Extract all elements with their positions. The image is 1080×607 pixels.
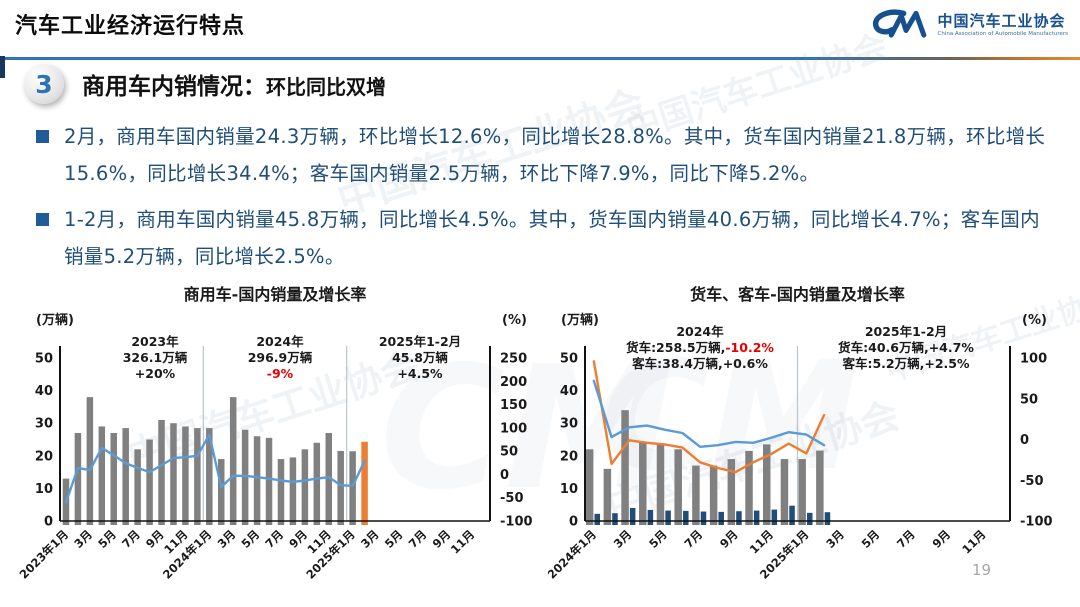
svg-text:-9%: -9% — [267, 366, 294, 381]
svg-text:250: 250 — [500, 352, 527, 367]
charts-row: 0 10 20 30 40 50 -100 -50 0 50 100 150 200 250 2023年1月… — [0, 282, 1080, 607]
section-heading-main: 商用车内销情况： — [82, 74, 266, 100]
logo-name-en: China Association of Automobile Manufact… — [937, 31, 1068, 38]
svg-text:商用车-国内销量及增长率: 商用车-国内销量及增长率 — [184, 286, 367, 304]
svg-text:326.1万辆: 326.1万辆 — [123, 350, 188, 365]
svg-text:-100: -100 — [1020, 515, 1053, 530]
bullet-item: 1-2月，商用车国内销量45.8万辆，同比增长4.5%。其中，货车国内销量40.… — [36, 201, 1050, 276]
svg-text:7月: 7月 — [119, 527, 143, 551]
caam-logo: 中国汽车工业协会 China Association of Automobile… — [868, 6, 1068, 44]
svg-text:客车:5.2万辆,+2.5%: 客车:5.2万辆,+2.5% — [841, 356, 970, 371]
svg-text:7月: 7月 — [262, 527, 286, 551]
svg-text:5月: 5月 — [382, 527, 406, 551]
page-number: 19 — [972, 561, 992, 579]
svg-text:3月: 3月 — [823, 527, 847, 551]
bullet-square-icon — [36, 212, 49, 226]
svg-text:7月: 7月 — [682, 527, 706, 551]
svg-text:-100: -100 — [500, 515, 533, 530]
page-title: 汽车工业经济运行特点 — [15, 14, 246, 39]
svg-text:2023年: 2023年 — [131, 334, 179, 349]
svg-text:+4.5%: +4.5% — [397, 366, 443, 381]
svg-text:2024年1月: 2024年1月 — [548, 527, 599, 581]
svg-text:7月: 7月 — [894, 527, 918, 551]
svg-text:3月: 3月 — [71, 527, 95, 551]
left-edge-accent — [0, 56, 5, 78]
svg-text:9月: 9月 — [929, 527, 953, 551]
svg-text:(%): (%) — [1022, 313, 1047, 328]
svg-text:100: 100 — [1020, 352, 1047, 367]
svg-text:-50: -50 — [1020, 474, 1044, 489]
svg-text:7月: 7月 — [406, 527, 430, 551]
svg-text:2023年1月: 2023年1月 — [18, 527, 71, 581]
bullet-square-icon — [36, 130, 49, 143]
caam-logo-mark-icon — [872, 9, 926, 38]
svg-text:货车:40.6万辆,+4.7%: 货车:40.6万辆,+4.7% — [838, 340, 974, 355]
svg-text:11月: 11月 — [448, 527, 477, 556]
svg-text:50: 50 — [1020, 392, 1038, 407]
svg-text:10: 10 — [35, 482, 53, 497]
section-heading-row: 3 商用车内销情况：环比同比双增 — [24, 64, 386, 104]
svg-text:2025年1-2月: 2025年1-2月 — [379, 334, 461, 349]
svg-text:40: 40 — [560, 384, 578, 399]
svg-text:货车:258.5万辆,-10.2%: 货车:258.5万辆,-10.2% — [626, 340, 774, 355]
svg-text:3月: 3月 — [611, 527, 635, 551]
svg-text:0: 0 — [1020, 433, 1029, 448]
bullet-list: 2月，商用车国内销量24.3万辆，环比增长12.6%，同比增长28.8%。其中，… — [36, 118, 1050, 284]
svg-text:2024年: 2024年 — [256, 334, 304, 349]
svg-text:3月: 3月 — [358, 527, 382, 551]
svg-text:3月: 3月 — [215, 527, 239, 551]
svg-text:5月: 5月 — [859, 527, 883, 551]
svg-text:200: 200 — [500, 375, 527, 390]
svg-text:+20%: +20% — [135, 366, 176, 381]
svg-text:2024年: 2024年 — [676, 324, 724, 339]
svg-text:40: 40 — [35, 384, 53, 399]
section-subheading: 环比同比双增 — [266, 75, 386, 99]
bullet-text: 1-2月，商用车国内销量45.8万辆，同比增长4.5%。其中，货车国内销量40.… — [64, 207, 1040, 269]
svg-text:50: 50 — [35, 352, 53, 367]
svg-text:50: 50 — [560, 352, 578, 367]
svg-text:11月: 11月 — [959, 527, 988, 556]
svg-text:0: 0 — [569, 515, 578, 530]
svg-text:5月: 5月 — [239, 527, 263, 551]
svg-text:45.8万辆: 45.8万辆 — [392, 350, 448, 365]
commercial-vehicle-sales-chart: 0 10 20 30 40 50 -100 -50 0 50 100 150 200 250 2023年1月… — [18, 286, 533, 582]
svg-text:296.9万辆: 296.9万辆 — [248, 350, 313, 365]
svg-text:20: 20 — [560, 449, 578, 464]
svg-text:货车、客车-国内销量及增长率: 货车、客车-国内销量及增长率 — [690, 286, 905, 304]
svg-text:30: 30 — [35, 417, 53, 432]
svg-text:10: 10 — [560, 482, 578, 497]
svg-text:11月: 11月 — [747, 527, 776, 556]
svg-text:150: 150 — [500, 398, 527, 413]
svg-text:(万辆): (万辆) — [36, 312, 74, 328]
svg-text:客车:38.4万辆,+0.6%: 客车:38.4万辆,+0.6% — [631, 356, 768, 371]
svg-text:0: 0 — [44, 515, 53, 530]
svg-text:(%): (%) — [502, 313, 527, 328]
svg-text:9月: 9月 — [717, 527, 741, 551]
section-number-badge: 3 — [24, 64, 64, 104]
bullet-text: 2月，商用车国内销量24.3万辆，环比增长12.6%，同比增长28.8%。其中，… — [64, 125, 1046, 186]
svg-text:(万辆): (万辆) — [561, 312, 599, 328]
section-heading: 商用车内销情况：环比同比双增 — [82, 67, 386, 101]
svg-text:30: 30 — [560, 417, 578, 432]
logo-name-cn: 中国汽车工业协会 — [937, 11, 1066, 30]
svg-text:0: 0 — [500, 468, 509, 483]
svg-text:50: 50 — [500, 445, 518, 460]
svg-text:20: 20 — [35, 449, 53, 464]
svg-text:100: 100 — [500, 421, 527, 436]
bullet-item: 2月，商用车国内销量24.3万辆，环比增长12.6%，同比增长28.8%。其中，… — [36, 118, 1050, 193]
svg-text:2025年1-2月: 2025年1-2月 — [865, 324, 947, 339]
svg-text:-50: -50 — [500, 491, 524, 506]
title-divider — [0, 57, 1080, 60]
svg-text:5月: 5月 — [646, 527, 670, 551]
svg-text:5月: 5月 — [95, 527, 119, 551]
